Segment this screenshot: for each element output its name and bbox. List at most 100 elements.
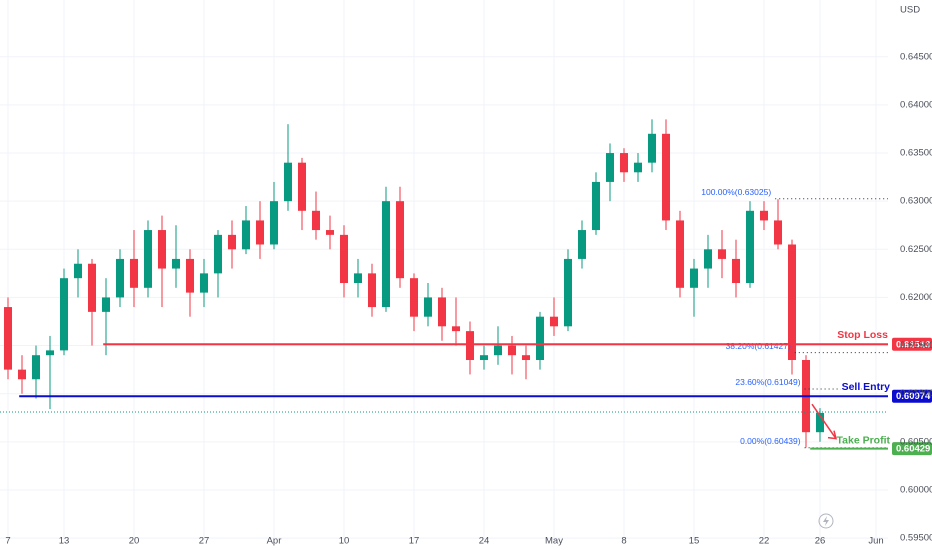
candle-body	[129, 258, 138, 288]
x-tick-label: 10	[339, 536, 350, 547]
candle-body	[718, 249, 727, 259]
price-box-label: 0.60429	[896, 444, 930, 455]
y-tick-label: 0.64500	[900, 51, 932, 62]
level-label: Take Profit	[837, 434, 891, 446]
fib-label: 0.00%(0.60439)	[740, 436, 801, 446]
candle-body	[704, 249, 713, 269]
candle-body	[647, 133, 656, 163]
y-tick-label: 0.60000	[900, 484, 932, 495]
fib-label: 23.60%(0.61049)	[735, 377, 800, 387]
candle-body	[423, 297, 432, 317]
trade-arrow-head	[827, 430, 837, 440]
candle-body	[185, 258, 194, 293]
candle-body	[269, 201, 278, 245]
logo	[818, 513, 834, 529]
candle-body	[493, 345, 502, 356]
x-tick-label: 22	[759, 536, 770, 547]
candles	[3, 119, 825, 448]
candle-body	[451, 326, 460, 332]
logo-bolt	[823, 516, 829, 526]
candle-body	[816, 412, 825, 433]
trade-arrow	[811, 403, 837, 440]
y-tick-label: 0.63500	[900, 148, 932, 159]
price-box	[892, 442, 932, 456]
y-tick-label: 0.61000	[900, 388, 932, 399]
candle-body	[690, 268, 699, 288]
y-tick-label: 0.61500	[900, 340, 932, 351]
candle-body	[213, 234, 222, 274]
candle-body	[73, 263, 82, 279]
candle-body	[3, 307, 12, 370]
price-box-label: 0.60974	[896, 391, 931, 402]
price-box	[892, 389, 932, 403]
candle-body	[297, 162, 306, 211]
candle-body	[676, 220, 685, 288]
candle-body	[395, 201, 404, 279]
candle-body	[367, 273, 376, 308]
x-tick-label: 8	[621, 536, 626, 547]
candle-body	[521, 355, 530, 360]
x-tick-label: 17	[409, 536, 420, 547]
level-label: Sell Entry	[842, 381, 891, 393]
candle-body	[101, 297, 110, 312]
candle-body	[662, 133, 670, 221]
candle-body	[115, 258, 124, 298]
candle-body	[746, 210, 755, 283]
candle-body	[339, 234, 348, 283]
x-tick-label: 27	[199, 536, 210, 547]
overlay: 100.00%(0.63025) 38.20%(0.61427) 23.60%(0.…	[0, 187, 932, 456]
candle-body	[255, 220, 264, 245]
y-tick-label: 0.64000	[900, 99, 932, 110]
x-tick-label: 15	[689, 536, 700, 547]
candle-body	[788, 244, 797, 360]
candle-body	[143, 230, 152, 288]
candle-body	[465, 331, 474, 360]
candle-body	[732, 258, 741, 283]
candle-body	[563, 258, 572, 327]
candle-body	[87, 263, 96, 312]
candle-body	[605, 153, 614, 182]
candle-body	[171, 258, 180, 269]
candle-body	[311, 210, 320, 231]
candle-body	[549, 316, 558, 327]
x-tick-label: 24	[479, 536, 490, 547]
candle-body	[353, 273, 362, 283]
fib-label: 100.00%(0.63025)	[701, 187, 771, 197]
candle-body	[45, 350, 54, 356]
candle-body	[31, 355, 40, 380]
price-box	[892, 337, 932, 351]
candle-body	[17, 369, 26, 380]
candle-body	[577, 230, 586, 259]
candle-body	[591, 181, 600, 231]
price-box-label: 0.61513	[896, 339, 930, 350]
y-tick-label: 0.60500	[900, 436, 932, 447]
candle-body	[241, 220, 250, 250]
x-tick-label: 7	[5, 536, 10, 547]
candle-body	[59, 278, 68, 351]
x-tick-label: 13	[59, 536, 70, 547]
x-tick-label: May	[545, 536, 563, 547]
currency-label: USD	[900, 5, 920, 16]
candle-body	[381, 201, 390, 308]
x-tick-label: 20	[129, 536, 140, 547]
candle-body	[479, 355, 488, 360]
y-tick-label: 0.63000	[900, 196, 932, 207]
y-tick-label: 0.59500	[900, 533, 932, 544]
candle-body	[633, 162, 642, 173]
candle-body	[774, 220, 783, 245]
x-tick-label: 26	[815, 536, 826, 547]
logo-ring	[818, 513, 834, 529]
x-tick-label: Apr	[267, 536, 282, 547]
x-tick-label: Jun	[868, 536, 883, 547]
level-label: Stop Loss	[837, 329, 888, 341]
candle-body	[409, 278, 418, 317]
fib-label: 38.20%(0.61427)	[726, 341, 791, 351]
candle-body	[619, 153, 628, 173]
candle-body	[507, 345, 516, 356]
candle-body	[283, 162, 292, 202]
candle-body	[157, 230, 166, 269]
candle-body	[535, 316, 544, 360]
candle-body	[760, 210, 769, 221]
